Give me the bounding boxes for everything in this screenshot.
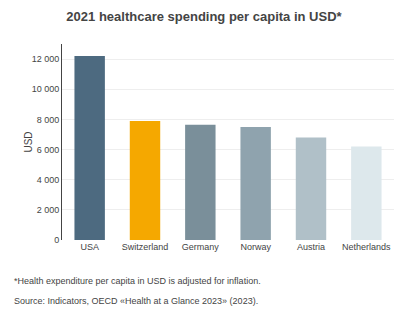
- svg-text:10 000: 10 000: [32, 84, 60, 94]
- svg-text:Netherlands: Netherlands: [342, 242, 391, 252]
- svg-text:2 000: 2 000: [37, 205, 60, 215]
- svg-text:Austria: Austria: [297, 242, 325, 252]
- svg-text:6 000: 6 000: [37, 145, 60, 155]
- svg-text:2021 healthcare spending per c: 2021 healthcare spending per capita in U…: [66, 9, 342, 24]
- svg-text:8 000: 8 000: [37, 115, 60, 125]
- svg-text:Switzerland: Switzerland: [122, 242, 169, 252]
- svg-text:4 000: 4 000: [37, 175, 60, 185]
- svg-text:Germany: Germany: [182, 242, 220, 252]
- svg-text:USA: USA: [80, 242, 99, 252]
- svg-text:*Health expenditure per capita: *Health expenditure per capita in USD is…: [14, 276, 261, 286]
- svg-text:12 000: 12 000: [32, 54, 60, 64]
- svg-text:0: 0: [54, 235, 59, 245]
- svg-text:Norway: Norway: [240, 242, 271, 252]
- svg-text:Source: Indicators, OECD «Heal: Source: Indicators, OECD «Health at a Gl…: [14, 296, 258, 306]
- svg-text:USD: USD: [23, 131, 34, 152]
